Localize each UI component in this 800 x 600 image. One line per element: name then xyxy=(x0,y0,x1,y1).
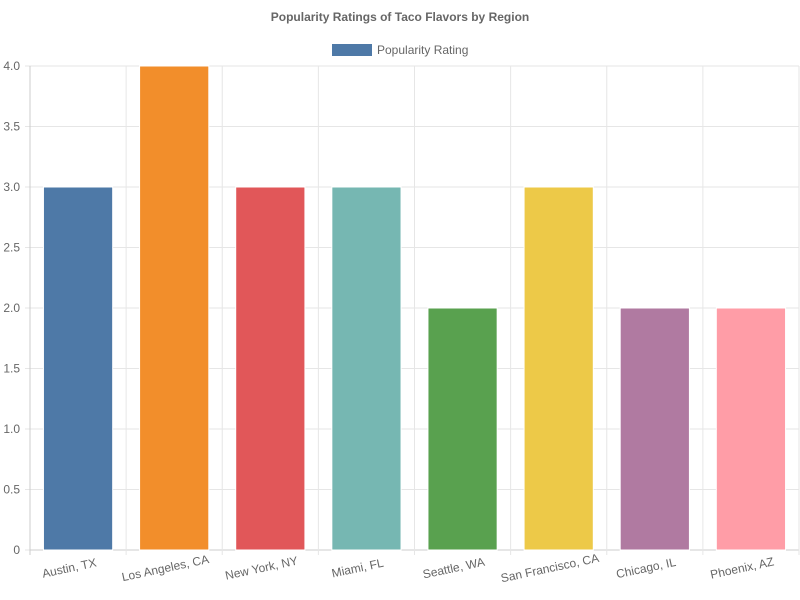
x-tick-label: Seattle, WA xyxy=(422,555,486,582)
x-tick-label: Austin, TX xyxy=(41,556,98,581)
bar[interactable] xyxy=(42,186,114,551)
y-tick-label: 3.0 xyxy=(3,180,20,194)
y-tick-label: 4.0 xyxy=(3,59,20,73)
legend[interactable]: Popularity Rating xyxy=(332,43,468,57)
bars xyxy=(42,65,787,551)
y-tick-label: 1.5 xyxy=(3,362,20,376)
y-axis-ticks: 0 0.5 1.0 1.5 2.0 2.5 3.0 3.5 4.0 xyxy=(3,59,20,557)
y-tick-label: 0.5 xyxy=(3,483,20,497)
x-tick-label: New York, NY xyxy=(224,554,299,583)
y-tick-label: 2.5 xyxy=(3,241,20,255)
x-tick-label: Miami, FL xyxy=(330,556,385,581)
y-tick-label: 1.0 xyxy=(3,422,20,436)
y-tick-label: 2.0 xyxy=(3,301,20,315)
bar[interactable] xyxy=(139,65,210,551)
y-tick-label: 3.5 xyxy=(3,120,20,134)
bar[interactable] xyxy=(427,307,498,551)
bar[interactable] xyxy=(331,186,402,551)
chart-title: Popularity Ratings of Taco Flavors by Re… xyxy=(271,10,529,24)
bar[interactable] xyxy=(715,307,787,551)
x-tick-label: Chicago, IL xyxy=(615,555,678,581)
x-tick-label: Los Angeles, CA xyxy=(121,552,211,584)
bar[interactable] xyxy=(619,307,690,551)
legend-swatch xyxy=(332,44,372,56)
x-tick-label: Phoenix, AZ xyxy=(709,555,775,582)
x-axis-ticks: Austin, TX Los Angeles, CA New York, NY Mia… xyxy=(41,551,775,585)
bar[interactable] xyxy=(523,186,594,551)
x-tick-label: San Francisco, CA xyxy=(499,551,600,585)
y-tick-label: 0 xyxy=(13,543,20,557)
bar[interactable] xyxy=(235,186,306,551)
legend-label: Popularity Rating xyxy=(377,43,468,57)
